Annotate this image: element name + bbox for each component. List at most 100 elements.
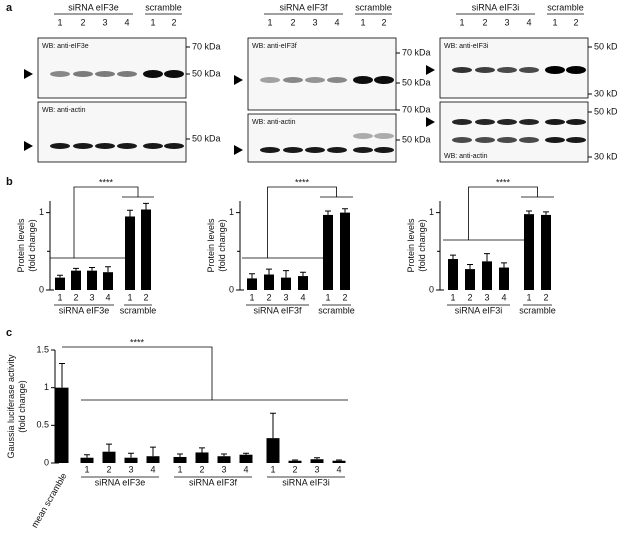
lane-label: 2 bbox=[482, 17, 487, 27]
x-tick-label: 4 bbox=[300, 292, 305, 302]
bar bbox=[239, 454, 253, 463]
band bbox=[353, 147, 373, 153]
blot-group-label: siRNA eIF3f bbox=[279, 2, 328, 12]
bar bbox=[247, 278, 257, 290]
lane-label: 3 bbox=[312, 17, 317, 27]
band bbox=[519, 137, 539, 143]
error-bar bbox=[89, 267, 95, 271]
band bbox=[545, 137, 565, 143]
bar bbox=[146, 456, 160, 463]
marker-label: 70 kDa bbox=[192, 41, 221, 51]
error-bar bbox=[73, 267, 79, 271]
x-tick-label: 1 bbox=[270, 464, 275, 474]
marker-label: 50 kDa bbox=[402, 77, 431, 87]
blot-group-label: siRNA eIF3i bbox=[472, 2, 520, 12]
group-label: siRNA eIF3e bbox=[59, 305, 110, 315]
arrow bbox=[24, 69, 33, 79]
error-bar bbox=[501, 262, 507, 268]
blot-panel bbox=[37, 37, 187, 99]
bar bbox=[266, 438, 280, 463]
bar bbox=[80, 457, 94, 463]
wb-label: WB: anti-actin bbox=[444, 153, 488, 160]
blot-group-label: scramble bbox=[547, 2, 584, 12]
band bbox=[519, 119, 539, 125]
x-tick-label: 2 bbox=[342, 292, 347, 302]
lane-label: 2 bbox=[573, 17, 578, 27]
blot-group-label: siRNA eIF3e bbox=[68, 2, 119, 12]
error-bar bbox=[59, 363, 65, 388]
y-tick-label: 1 bbox=[229, 207, 234, 217]
bar bbox=[340, 212, 350, 290]
bar bbox=[141, 209, 151, 290]
wb-label: WB: anti-actin bbox=[42, 107, 86, 114]
band bbox=[260, 147, 280, 153]
bar bbox=[71, 270, 81, 290]
significance-label: **** bbox=[295, 177, 310, 187]
significance-bracket bbox=[443, 186, 554, 241]
significance-bracket bbox=[62, 346, 348, 401]
band bbox=[566, 119, 586, 125]
blot-panel bbox=[247, 113, 397, 163]
error-bar bbox=[221, 453, 227, 457]
x-tick-label: 2 bbox=[543, 292, 548, 302]
error-bar bbox=[325, 210, 331, 215]
marker-label: 50 kDa bbox=[192, 133, 221, 143]
y-axis-label-line: (fold change) bbox=[17, 380, 27, 433]
bar bbox=[323, 214, 333, 290]
bar bbox=[465, 269, 475, 290]
error-bar bbox=[84, 454, 90, 458]
error-bar bbox=[300, 271, 306, 277]
blot-group-label: scramble bbox=[355, 2, 392, 12]
arrow bbox=[426, 117, 435, 127]
band bbox=[260, 77, 280, 83]
x-tick-label: 4 bbox=[336, 464, 341, 474]
x-tick-label: mean scramble bbox=[29, 471, 68, 529]
band bbox=[497, 67, 517, 73]
x-tick-label: 1 bbox=[127, 292, 132, 302]
error-bar bbox=[127, 209, 133, 217]
group-label: scramble bbox=[120, 305, 157, 315]
blot-panel bbox=[247, 37, 397, 111]
bar bbox=[55, 387, 69, 463]
y-axis-label-line: (fold change) bbox=[217, 219, 227, 272]
wb-label: WB: anti-eIF3i bbox=[444, 43, 489, 50]
error-bar bbox=[105, 266, 111, 273]
band bbox=[566, 66, 586, 74]
marker-label: 50 kDa bbox=[192, 68, 221, 78]
error-bar bbox=[314, 457, 320, 460]
band bbox=[117, 71, 137, 77]
band bbox=[545, 66, 565, 74]
x-tick-label: 1 bbox=[177, 464, 182, 474]
x-tick-label: 1 bbox=[84, 464, 89, 474]
group-label: siRNA eIF3f bbox=[189, 477, 238, 487]
group-label: siRNA eIF3i bbox=[282, 477, 330, 487]
error-bar bbox=[57, 274, 63, 278]
band bbox=[73, 71, 93, 77]
marker-label: 50 kDa bbox=[594, 106, 617, 116]
wb-label: WB: anti-eIF3e bbox=[42, 43, 89, 50]
lane-label: 4 bbox=[334, 17, 339, 27]
group-label: siRNA eIF3e bbox=[95, 477, 146, 487]
lane-label: 1 bbox=[360, 17, 365, 27]
bar bbox=[217, 456, 231, 463]
x-tick-label: 4 bbox=[150, 464, 155, 474]
marker-label: 30 kDa bbox=[594, 151, 617, 161]
band bbox=[73, 143, 93, 149]
group-label: siRNA eIF3f bbox=[253, 305, 302, 315]
band bbox=[452, 137, 472, 143]
x-tick-label: 3 bbox=[283, 292, 288, 302]
marker-label: 70 kDa bbox=[402, 47, 431, 57]
lane-label: 2 bbox=[381, 17, 386, 27]
y-axis-label-line: (fold change) bbox=[27, 219, 37, 272]
bar bbox=[173, 456, 187, 463]
error-bar bbox=[543, 211, 549, 215]
lane-label: 1 bbox=[150, 17, 155, 27]
band bbox=[519, 67, 539, 73]
band bbox=[452, 119, 472, 125]
error-bar bbox=[249, 273, 255, 279]
bar bbox=[448, 259, 458, 290]
x-tick-label: 1 bbox=[450, 292, 455, 302]
band bbox=[164, 70, 184, 78]
x-tick-label: 2 bbox=[266, 292, 271, 302]
x-tick-label: 2 bbox=[143, 292, 148, 302]
